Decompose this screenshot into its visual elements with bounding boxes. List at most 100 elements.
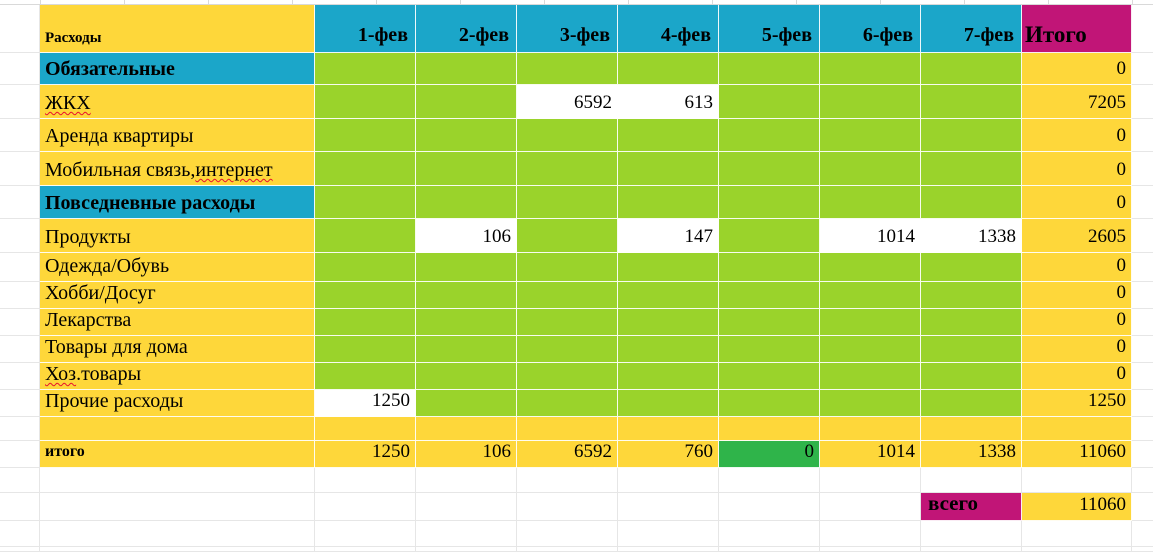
spacer-cell[interactable]: [416, 417, 517, 441]
row-label-cell[interactable]: Продукты: [40, 219, 315, 253]
margin-cell[interactable]: [1132, 85, 1153, 119]
day-cell[interactable]: [416, 53, 517, 85]
empty-cell[interactable]: [517, 547, 618, 552]
day-cell[interactable]: 6592: [517, 85, 618, 119]
empty-cell[interactable]: [416, 521, 517, 547]
empty-cell[interactable]: [315, 547, 416, 552]
empty-cell[interactable]: [315, 493, 416, 521]
day-cell[interactable]: [618, 390, 719, 417]
column-header-date[interactable]: 3-фев: [517, 5, 618, 53]
day-cell[interactable]: 613: [618, 85, 719, 119]
column-header-expenses[interactable]: Расходы: [40, 5, 315, 53]
margin-cell[interactable]: [1132, 219, 1153, 253]
day-cell[interactable]: [416, 186, 517, 219]
day-cell[interactable]: [719, 219, 820, 253]
empty-cell[interactable]: [0, 521, 40, 547]
margin-cell[interactable]: [1132, 363, 1153, 390]
day-cell[interactable]: [315, 336, 416, 363]
margin-cell[interactable]: [1132, 441, 1153, 468]
day-cell[interactable]: [719, 119, 820, 152]
margin-cell[interactable]: [0, 119, 40, 152]
row-label-cell[interactable]: Хоз .товары: [40, 363, 315, 390]
spacer-cell[interactable]: [618, 417, 719, 441]
day-cell[interactable]: [416, 282, 517, 309]
empty-cell[interactable]: [40, 493, 315, 521]
day-cell[interactable]: [618, 119, 719, 152]
row-total-cell[interactable]: 0: [1022, 363, 1132, 390]
empty-cell[interactable]: [618, 493, 719, 521]
margin-cell[interactable]: [0, 441, 40, 468]
grand-total-day-cell[interactable]: 760: [618, 441, 719, 468]
empty-cell[interactable]: [820, 521, 921, 547]
spacer-cell[interactable]: [517, 417, 618, 441]
empty-cell[interactable]: [40, 547, 315, 552]
day-cell[interactable]: [921, 309, 1022, 336]
column-header-total[interactable]: Итого: [1022, 5, 1132, 53]
day-cell[interactable]: 106: [416, 219, 517, 253]
margin-cell[interactable]: [0, 219, 40, 253]
day-cell[interactable]: [719, 53, 820, 85]
day-cell[interactable]: [820, 253, 921, 282]
spacer-cell[interactable]: [820, 417, 921, 441]
margin-cell[interactable]: [1132, 493, 1153, 521]
row-total-cell[interactable]: 0: [1022, 253, 1132, 282]
empty-cell[interactable]: [315, 468, 416, 493]
margin-cell[interactable]: [0, 417, 40, 441]
margin-cell[interactable]: [1132, 417, 1153, 441]
day-cell[interactable]: 1338: [921, 219, 1022, 253]
day-cell[interactable]: [517, 363, 618, 390]
day-cell[interactable]: [820, 282, 921, 309]
day-cell[interactable]: [315, 53, 416, 85]
row-label-cell[interactable]: Мобильная связь, интернет: [40, 152, 315, 186]
empty-cell[interactable]: [517, 468, 618, 493]
column-header-date[interactable]: 7-фев: [921, 5, 1022, 53]
margin-cell[interactable]: [0, 152, 40, 186]
margin-cell[interactable]: [0, 336, 40, 363]
empty-cell[interactable]: [921, 547, 1022, 552]
day-cell[interactable]: [719, 282, 820, 309]
day-cell[interactable]: [315, 219, 416, 253]
margin-cell[interactable]: [0, 253, 40, 282]
empty-cell[interactable]: [618, 521, 719, 547]
empty-cell[interactable]: [1132, 521, 1153, 547]
day-cell[interactable]: [618, 309, 719, 336]
empty-cell[interactable]: [517, 521, 618, 547]
spacer-cell[interactable]: [921, 417, 1022, 441]
row-total-cell[interactable]: 0: [1022, 309, 1132, 336]
row-total-cell[interactable]: 0: [1022, 336, 1132, 363]
margin-cell[interactable]: [0, 309, 40, 336]
vsego-label-cell[interactable]: всего: [921, 493, 1022, 521]
day-cell[interactable]: [921, 336, 1022, 363]
day-cell[interactable]: [517, 186, 618, 219]
spacer-cell[interactable]: [40, 417, 315, 441]
empty-cell[interactable]: [1022, 468, 1132, 493]
day-cell[interactable]: [315, 119, 416, 152]
column-header-date[interactable]: 5-фев: [719, 5, 820, 53]
day-cell[interactable]: [416, 390, 517, 417]
day-cell[interactable]: [315, 85, 416, 119]
empty-cell[interactable]: [40, 468, 315, 493]
day-cell[interactable]: [416, 119, 517, 152]
margin-cell[interactable]: [1132, 119, 1153, 152]
row-label-cell[interactable]: Товары для дома: [40, 336, 315, 363]
day-cell[interactable]: [921, 390, 1022, 417]
empty-cell[interactable]: [719, 547, 820, 552]
day-cell[interactable]: 147: [618, 219, 719, 253]
empty-cell[interactable]: [820, 468, 921, 493]
row-total-cell[interactable]: 0: [1022, 152, 1132, 186]
day-cell[interactable]: [719, 253, 820, 282]
day-cell[interactable]: [820, 186, 921, 219]
grand-total-day-cell[interactable]: 6592: [517, 441, 618, 468]
empty-cell[interactable]: [416, 493, 517, 521]
grand-total-day-cell[interactable]: 1014: [820, 441, 921, 468]
day-cell[interactable]: [618, 253, 719, 282]
day-cell[interactable]: [820, 363, 921, 390]
grand-total-day-cell[interactable]: 106: [416, 441, 517, 468]
empty-cell[interactable]: [921, 521, 1022, 547]
day-cell[interactable]: [517, 282, 618, 309]
day-cell[interactable]: [820, 119, 921, 152]
row-total-cell[interactable]: 0: [1022, 282, 1132, 309]
day-cell[interactable]: [315, 363, 416, 390]
margin-cell[interactable]: [0, 186, 40, 219]
empty-cell[interactable]: [0, 468, 40, 493]
